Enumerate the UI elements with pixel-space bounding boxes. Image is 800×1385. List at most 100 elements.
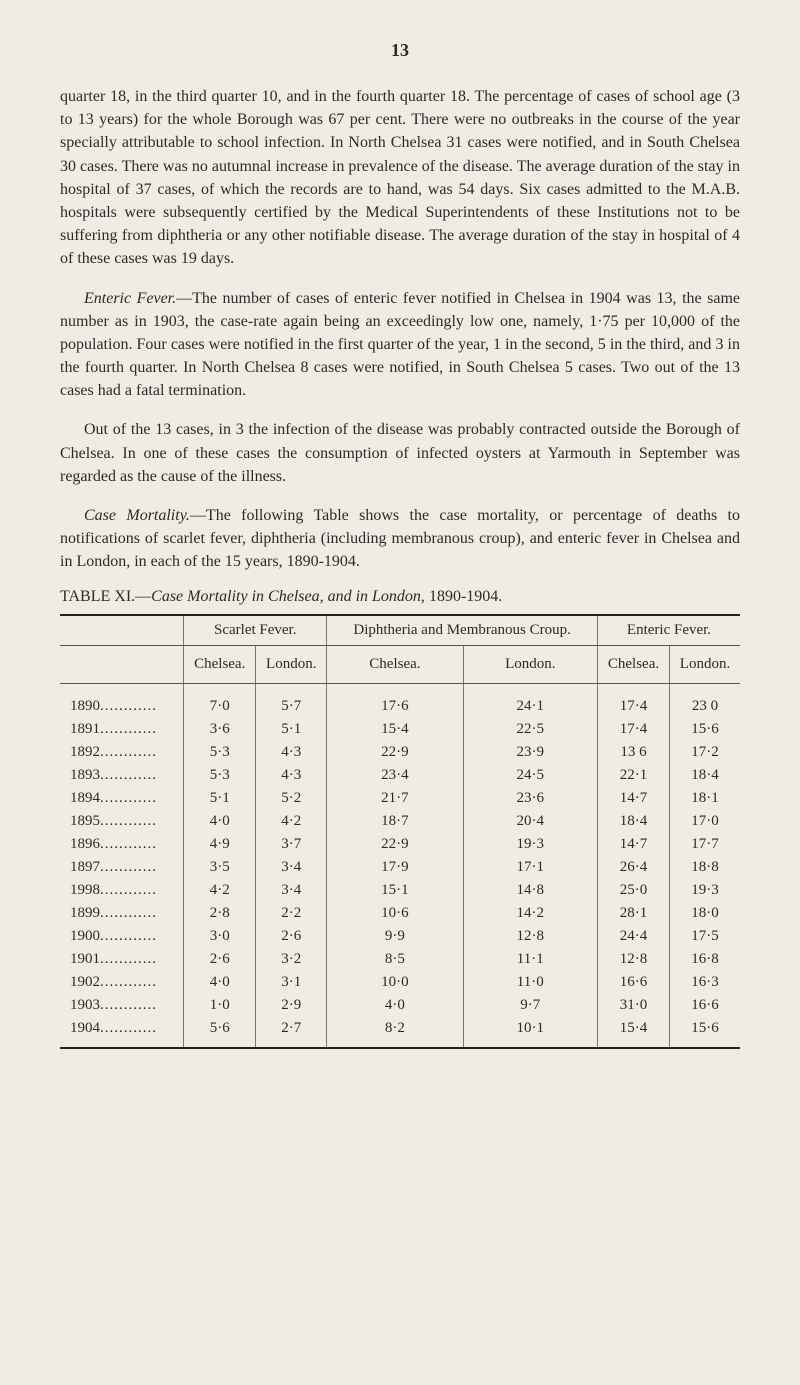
data-cell: 3·4 xyxy=(256,856,327,879)
data-cell: 5·6 xyxy=(184,1017,256,1048)
year-cell: 1998............ xyxy=(60,879,184,902)
data-cell: 8·2 xyxy=(327,1017,463,1048)
sub-header-blank xyxy=(60,645,184,683)
data-cell: 23 0 xyxy=(670,683,741,718)
table-title: TABLE XI.—Case Mortality in Chelsea, and… xyxy=(60,588,740,606)
data-cell: 18·1 xyxy=(670,787,741,810)
table-row: 1893............5·34·323·424·522·118·4 xyxy=(60,764,740,787)
year-cell: 1896............ xyxy=(60,833,184,856)
year-cell: 1899............ xyxy=(60,902,184,925)
data-cell: 16·6 xyxy=(670,994,741,1017)
data-cell: 25·0 xyxy=(598,879,670,902)
data-cell: 5·1 xyxy=(256,718,327,741)
data-cell: 2·7 xyxy=(256,1017,327,1048)
year-cell: 1895............ xyxy=(60,810,184,833)
sub-header-london-3: London. xyxy=(670,645,741,683)
group-header-enteric: Enteric Fever. xyxy=(598,615,741,646)
table-row: 1895............4·04·218·720·418·417·0 xyxy=(60,810,740,833)
data-cell: 24·5 xyxy=(463,764,597,787)
data-cell: 3·0 xyxy=(184,925,256,948)
data-cell: 21·7 xyxy=(327,787,463,810)
paragraph-2-lead: Enteric Fever. xyxy=(84,290,176,307)
year-cell: 1900............ xyxy=(60,925,184,948)
table-header-blank xyxy=(60,615,184,646)
table-row: 1903............1·02·94·09·731·016·6 xyxy=(60,994,740,1017)
data-cell: 15·6 xyxy=(670,718,741,741)
data-cell: 15·1 xyxy=(327,879,463,902)
data-cell: 3·1 xyxy=(256,971,327,994)
page-number: 13 xyxy=(60,40,740,61)
table-row: 1904............5·62·78·210·115·415·6 xyxy=(60,1017,740,1048)
sub-header-chelsea-3: Chelsea. xyxy=(598,645,670,683)
paragraph-4: Case Mortality.—The following Table show… xyxy=(60,504,740,574)
data-cell: 17·7 xyxy=(670,833,741,856)
data-cell: 24·1 xyxy=(463,683,597,718)
data-cell: 22·1 xyxy=(598,764,670,787)
data-cell: 18·7 xyxy=(327,810,463,833)
table-head: Scarlet Fever. Diphtheria and Membranous… xyxy=(60,615,740,684)
year-cell: 1903............ xyxy=(60,994,184,1017)
sub-header-london-2: London. xyxy=(463,645,597,683)
paragraph-2: Enteric Fever.—The number of cases of en… xyxy=(60,287,740,403)
data-cell: 11·0 xyxy=(463,971,597,994)
data-cell: 5·2 xyxy=(256,787,327,810)
table-title-suffix: 1890-1904. xyxy=(425,588,502,605)
year-cell: 1894............ xyxy=(60,787,184,810)
data-cell: 19·3 xyxy=(670,879,741,902)
table-row: 1896............4·93·722·919·314·717·7 xyxy=(60,833,740,856)
data-cell: 17·5 xyxy=(670,925,741,948)
data-cell: 22·5 xyxy=(463,718,597,741)
table-row: 1890............7·05·717·624·117·423 0 xyxy=(60,683,740,718)
paragraph-3: Out of the 13 cases, in 3 the infection … xyxy=(60,418,740,488)
data-cell: 3·5 xyxy=(184,856,256,879)
data-cell: 3·6 xyxy=(184,718,256,741)
data-cell: 17·4 xyxy=(598,718,670,741)
data-cell: 14·7 xyxy=(598,833,670,856)
data-cell: 4·3 xyxy=(256,764,327,787)
year-cell: 1892............ xyxy=(60,741,184,764)
document-page: 13 quarter 18, in the third quarter 10, … xyxy=(0,0,800,1385)
sub-header-chelsea-2: Chelsea. xyxy=(327,645,463,683)
data-cell: 19·3 xyxy=(463,833,597,856)
table-row: 1998............4·23·415·114·825·019·3 xyxy=(60,879,740,902)
table-row: 1901............2·63·28·511·112·816·8 xyxy=(60,948,740,971)
data-cell: 5·1 xyxy=(184,787,256,810)
data-cell: 14·8 xyxy=(463,879,597,902)
data-cell: 15·4 xyxy=(327,718,463,741)
group-header-scarlet: Scarlet Fever. xyxy=(184,615,327,646)
data-cell: 4·9 xyxy=(184,833,256,856)
data-cell: 23·6 xyxy=(463,787,597,810)
data-cell: 11·1 xyxy=(463,948,597,971)
data-cell: 2·6 xyxy=(256,925,327,948)
data-cell: 17·4 xyxy=(598,683,670,718)
paragraph-4-lead: Case Mortality. xyxy=(84,507,190,524)
data-cell: 5·7 xyxy=(256,683,327,718)
data-cell: 18·4 xyxy=(598,810,670,833)
year-cell: 1890............ xyxy=(60,683,184,718)
data-cell: 20·4 xyxy=(463,810,597,833)
data-cell: 17·2 xyxy=(670,741,741,764)
year-cell: 1891............ xyxy=(60,718,184,741)
data-cell: 31·0 xyxy=(598,994,670,1017)
data-cell: 1·0 xyxy=(184,994,256,1017)
group-header-diphtheria: Diphtheria and Membranous Croup. xyxy=(327,615,598,646)
table-row: 1892............5·34·322·923·913 617·2 xyxy=(60,741,740,764)
table-title-italic: Case Mortality in Chelsea, and in London… xyxy=(151,588,425,605)
table-row: 1894............5·15·221·723·614·718·1 xyxy=(60,787,740,810)
data-cell: 4·2 xyxy=(256,810,327,833)
data-cell: 9·9 xyxy=(327,925,463,948)
data-cell: 8·5 xyxy=(327,948,463,971)
data-cell: 9·7 xyxy=(463,994,597,1017)
data-cell: 18·8 xyxy=(670,856,741,879)
data-cell: 16·6 xyxy=(598,971,670,994)
data-cell: 10·6 xyxy=(327,902,463,925)
data-cell: 17·6 xyxy=(327,683,463,718)
data-cell: 2·8 xyxy=(184,902,256,925)
year-cell: 1893............ xyxy=(60,764,184,787)
data-cell: 2·6 xyxy=(184,948,256,971)
data-cell: 10·0 xyxy=(327,971,463,994)
table-row: 1897............3·53·417·917·126·418·8 xyxy=(60,856,740,879)
data-cell: 12·8 xyxy=(463,925,597,948)
data-cell: 3·2 xyxy=(256,948,327,971)
data-cell: 16·8 xyxy=(670,948,741,971)
